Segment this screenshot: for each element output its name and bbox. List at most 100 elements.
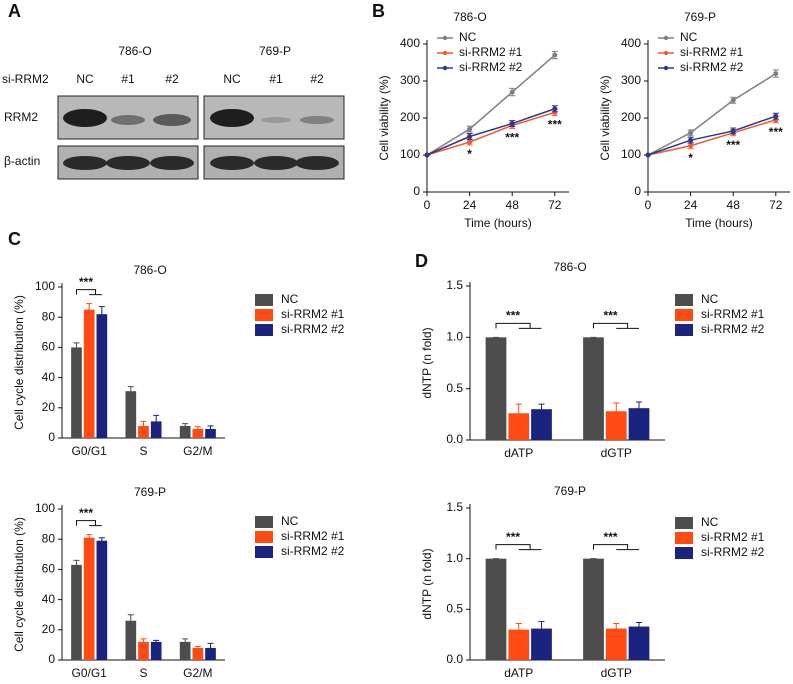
point (773, 113, 779, 119)
error-bar (207, 425, 214, 433)
lane-label: #1 (269, 72, 283, 86)
annotation: *** (604, 530, 618, 544)
significance-bracket (593, 322, 639, 329)
error-bar (194, 645, 201, 650)
error-bar (182, 423, 189, 429)
error-bar (86, 303, 93, 317)
y-tick-label: 100 (400, 147, 420, 161)
significance-bracket (75, 520, 102, 527)
legend-swatch (255, 546, 273, 558)
blot: 786-O 769-P si-RRM2 NC #1 #2 NC #1 #2 RR… (2, 44, 345, 180)
point (509, 89, 515, 95)
y-tick-label: 60 (42, 562, 56, 576)
legend-marker (442, 50, 448, 56)
bar (508, 413, 530, 440)
legend-swatch (255, 516, 273, 528)
y-tick-label: 200 (400, 110, 420, 124)
y-tick-label: 0.5 (446, 381, 463, 395)
y-tick-label: 100 (35, 501, 55, 515)
bar (605, 628, 627, 660)
band (63, 156, 107, 170)
legend-marker (663, 65, 669, 71)
point (773, 117, 779, 123)
y-tick-label: 100 (35, 279, 55, 293)
legend-label: NC (701, 515, 719, 529)
significance-bracket (593, 544, 639, 551)
y-tick-label: 1.5 (446, 500, 463, 514)
y-tick-label: 100 (621, 147, 641, 161)
error-bar (636, 401, 642, 415)
legend-label: si-RRM2 #2 (680, 60, 744, 74)
band (150, 156, 194, 170)
band (300, 116, 334, 124)
point (424, 152, 430, 158)
x-tick-label: 0 (424, 198, 431, 212)
lane-label: NC (223, 72, 241, 86)
x-tick-label: dATP (504, 446, 533, 460)
error-bar (73, 559, 80, 570)
legend-label: NC (701, 292, 719, 306)
chart-title: 769-P (134, 485, 166, 499)
legend-swatch (255, 309, 273, 321)
bar (485, 337, 507, 440)
protein-label: RRM2 (4, 110, 38, 124)
bar (205, 428, 216, 438)
bar (192, 428, 204, 438)
bar (583, 558, 604, 660)
y-tick-label: 1.0 (446, 330, 463, 344)
legend-label: NC (680, 30, 698, 44)
y-tick-label: 80 (42, 531, 56, 545)
lane-label: NC (76, 72, 94, 86)
legend-label: si-RRM2 #1 (680, 45, 744, 59)
x-tick-label: G2/M (183, 666, 212, 680)
error-bar (98, 306, 105, 323)
legend-swatch (255, 531, 273, 543)
legend-swatch (255, 294, 273, 306)
y-tick-label: 0.0 (446, 652, 463, 666)
annotation: *** (79, 275, 93, 289)
legend-label: NC (459, 30, 477, 44)
bar (628, 626, 650, 660)
y-axis-label: Cell viability (%) (377, 75, 391, 160)
error-bar (153, 639, 160, 644)
panel-label: C (8, 229, 21, 249)
legend-label: si-RRM2 #1 (459, 45, 523, 59)
error-bar (73, 342, 80, 353)
error-bar (140, 420, 147, 431)
y-tick-label: 0.5 (446, 602, 463, 616)
point (509, 121, 515, 127)
bar (179, 425, 191, 438)
point (552, 106, 558, 112)
band (106, 156, 150, 170)
annotation: * (688, 151, 693, 165)
series-line (647, 119, 777, 156)
error-bar (613, 402, 620, 420)
panel-label: B (372, 1, 385, 21)
chart-title: 786-O (133, 263, 166, 277)
y-tick-label: 200 (621, 110, 641, 124)
x-tick-label: G2/M (183, 444, 212, 458)
x-tick-label: dGTP (601, 666, 632, 680)
x-tick-label: G0/G1 (71, 444, 107, 458)
bar (605, 411, 627, 440)
bar (83, 537, 95, 660)
y-tick-label: 80 (42, 309, 56, 323)
error-bar (207, 642, 214, 653)
point (467, 134, 473, 139)
x-axis-label: Time (hours) (685, 216, 753, 230)
bar (96, 314, 108, 438)
series-line (647, 115, 777, 156)
annotation: *** (505, 131, 519, 145)
band (210, 156, 254, 170)
legend-marker (442, 65, 448, 71)
bar (150, 641, 162, 660)
error-bar (86, 534, 93, 542)
x-tick-label: 48 (727, 198, 741, 212)
row-label: si-RRM2 (2, 72, 49, 86)
legend-label: NC (281, 292, 299, 306)
x-tick-label: S (139, 666, 147, 680)
point (645, 152, 651, 158)
protein-label: β-actin (4, 154, 40, 168)
y-axis-label: dNTP (n fold) (420, 327, 434, 398)
